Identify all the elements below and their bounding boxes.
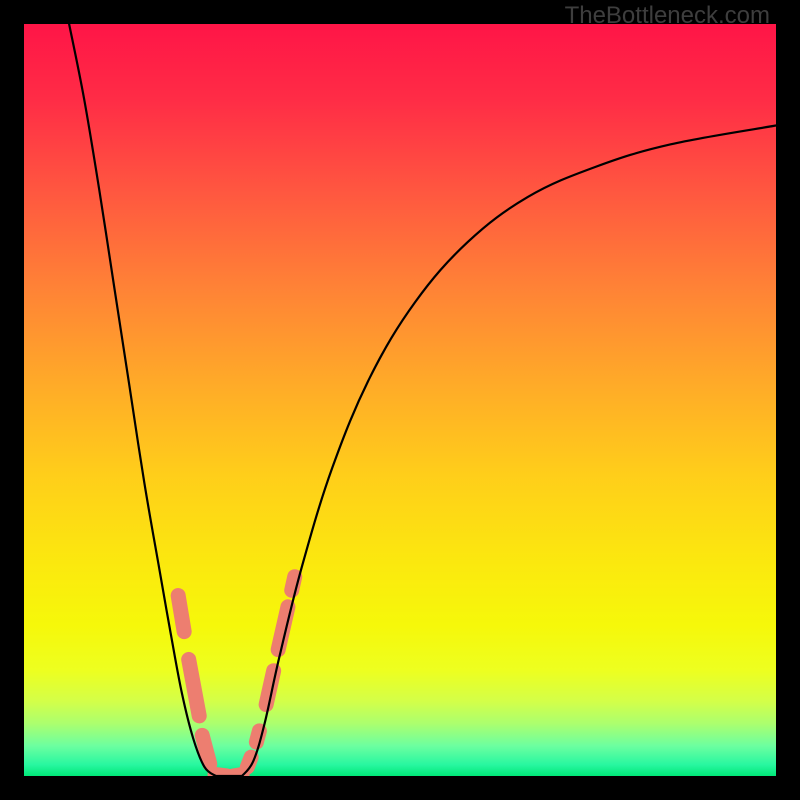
watermark-text: TheBottleneck.com	[565, 2, 770, 30]
overlay-segment-6	[256, 731, 259, 742]
chart-svg	[24, 24, 776, 776]
curve-right	[242, 126, 776, 776]
overlay-segment-9	[292, 577, 295, 591]
overlay-segment-2	[202, 735, 210, 764]
chart-frame	[24, 24, 776, 776]
overlay-segment-1	[189, 659, 200, 715]
overlay-segment-0	[178, 596, 184, 632]
